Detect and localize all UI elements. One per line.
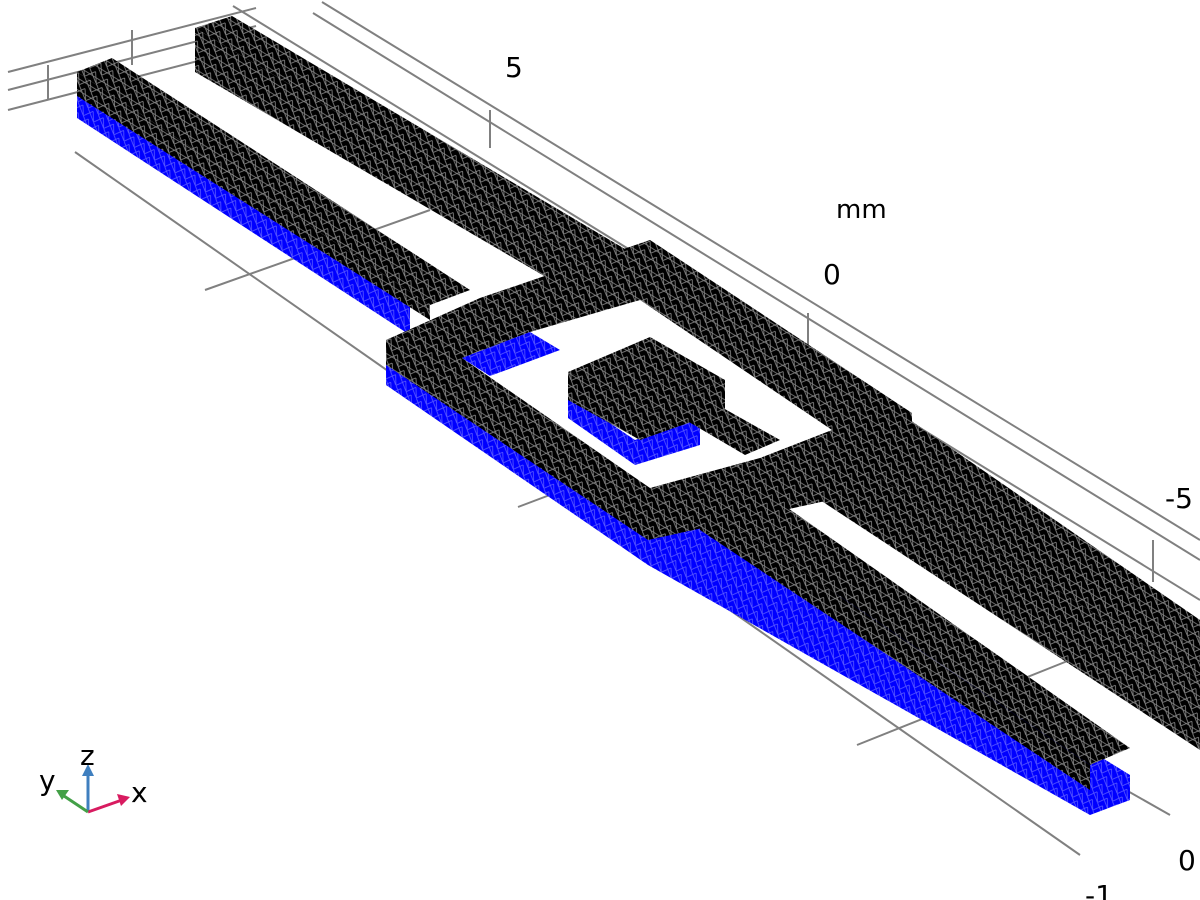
mesh-ring-inner-blue [462, 332, 560, 376]
mesh-center-block-blue [568, 395, 700, 465]
mesh-ring-base-blue [386, 360, 1130, 815]
triad-x-arrow [117, 794, 130, 806]
tick-label-x-0: 0 [1178, 844, 1196, 877]
triad-x-label: x [131, 776, 148, 809]
coordinate-triad: z x y [39, 739, 148, 814]
mesh-beam-right-side [820, 440, 1200, 750]
triad-y-axis [63, 794, 89, 814]
mesh-geometry[interactable] [77, 16, 1200, 815]
axis-unit-label: mm [836, 195, 887, 225]
triad-z-label: z [80, 739, 95, 772]
mesh-beam-front-top [700, 485, 1130, 765]
mesh-beam-left-blue [77, 92, 410, 335]
mesh-beam-right-top [820, 420, 1200, 680]
mesh-beam-left-top [77, 58, 470, 305]
mesh-connector [660, 395, 780, 455]
tick-label-y-5: 5 [505, 51, 523, 84]
mesh-beam-left-side [77, 72, 430, 320]
tick-label-z-minus-1: -1 [1085, 879, 1113, 900]
tick-label-y-0: 0 [823, 258, 841, 291]
triad-y-arrow [56, 790, 69, 800]
mesh-center-block-side [568, 372, 725, 440]
axis-tick-labels: 5 mm 0 -5 0 -1 [505, 51, 1196, 900]
tick-label-y-minus-5: -5 [1165, 482, 1193, 515]
triad-x-axis [87, 798, 123, 814]
triad-z-arrow [82, 764, 94, 776]
mesh-center-block-top [568, 337, 725, 410]
mesh-beam-front-side [700, 502, 1090, 790]
triad-y-label: y [39, 764, 56, 797]
